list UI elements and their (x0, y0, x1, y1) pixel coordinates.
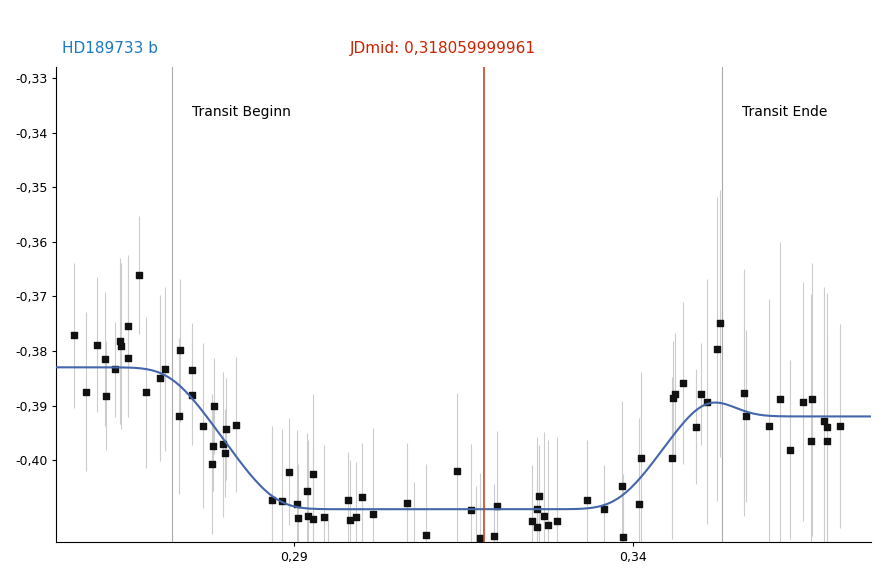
Point (300, 512, 315, 521)
Point (98, 354, 113, 364)
Point (355, 492, 369, 501)
Text: HD189733 b: HD189733 b (62, 41, 158, 56)
Point (216, 440, 230, 449)
Point (797, 397, 811, 406)
Text: Transit Ende: Transit Ende (742, 105, 828, 119)
Point (366, 509, 380, 518)
Point (580, 495, 595, 504)
Point (108, 365, 122, 374)
Point (300, 486, 315, 496)
Point (322, 577, 336, 579)
Point (341, 495, 355, 504)
Point (710, 344, 724, 353)
Point (773, 394, 787, 404)
Point (349, 512, 363, 522)
Point (306, 515, 320, 524)
Point (419, 530, 433, 540)
Point (739, 412, 753, 421)
Point (616, 532, 630, 541)
Point (449, 466, 463, 475)
Point (120, 322, 135, 331)
Point (89, 340, 104, 349)
Point (400, 499, 415, 508)
Point (153, 373, 167, 383)
Point (67, 331, 82, 340)
Point (820, 423, 834, 432)
Point (532, 492, 547, 501)
Point (291, 513, 305, 522)
Point (525, 516, 540, 526)
Point (804, 437, 818, 446)
Point (597, 505, 611, 514)
Point (834, 422, 848, 431)
Point (668, 389, 682, 398)
Point (79, 387, 93, 397)
Point (712, 318, 727, 328)
Point (472, 534, 486, 543)
Point (665, 393, 680, 402)
Point (139, 388, 153, 397)
Point (113, 336, 127, 346)
Point (184, 390, 198, 400)
Point (343, 515, 357, 525)
Point (196, 421, 210, 430)
Point (275, 496, 289, 505)
Point (820, 436, 835, 445)
Point (407, 560, 421, 569)
Point (817, 416, 831, 426)
Point (265, 495, 279, 504)
Point (207, 402, 222, 411)
Point (634, 453, 649, 463)
Point (805, 395, 820, 404)
Point (689, 422, 703, 431)
Point (218, 449, 232, 458)
Point (736, 388, 750, 397)
Point (205, 459, 219, 468)
Point (615, 481, 629, 490)
Point (694, 389, 708, 398)
Text: Transit Beginn: Transit Beginn (192, 105, 291, 119)
Point (229, 420, 243, 430)
Point (490, 502, 504, 511)
Point (291, 500, 305, 509)
Point (159, 364, 173, 373)
Point (173, 346, 187, 355)
Point (184, 366, 198, 375)
Point (632, 499, 646, 508)
Point (99, 391, 113, 400)
Point (113, 341, 128, 350)
Point (307, 470, 321, 479)
Point (537, 512, 551, 521)
Point (206, 442, 221, 451)
Text: JDmid: 0,318059999961: JDmid: 0,318059999961 (350, 41, 536, 56)
Point (540, 521, 555, 530)
Point (530, 523, 544, 532)
Point (219, 424, 233, 434)
Point (121, 353, 136, 362)
Point (676, 379, 690, 388)
Point (530, 504, 544, 514)
Point (317, 512, 331, 522)
Point (469, 550, 483, 559)
Point (699, 397, 713, 406)
Point (172, 411, 186, 420)
Point (665, 454, 680, 463)
Point (486, 532, 501, 541)
Point (132, 270, 146, 280)
Point (549, 516, 563, 525)
Point (464, 505, 478, 514)
Point (782, 445, 797, 455)
Point (761, 422, 775, 431)
Point (283, 467, 297, 477)
